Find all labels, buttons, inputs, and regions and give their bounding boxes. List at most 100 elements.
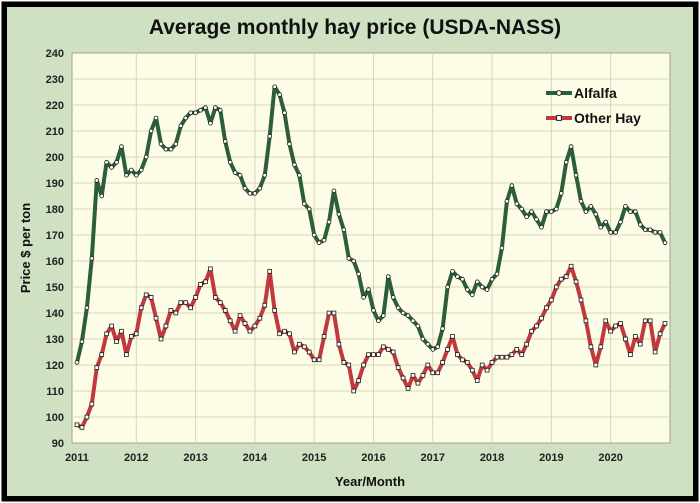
data-point-other-hay [346,362,352,368]
data-point-other-hay [203,279,208,285]
data-point-alfalfa [321,237,327,243]
data-point-alfalfa [213,105,218,110]
data-point-other-hay [351,388,357,394]
data-point-alfalfa [203,105,208,110]
data-point-alfalfa [455,274,460,279]
data-point-other-hay [494,354,500,360]
data-point-other-hay [129,334,134,339]
data-point-alfalfa [400,310,406,316]
data-point-other-hay [484,367,490,373]
data-point-alfalfa [346,256,352,261]
data-point-alfalfa [138,167,144,173]
data-point-other-hay [519,352,525,357]
data-point-other-hay [558,276,564,282]
data-point-alfalfa [628,209,633,214]
data-point-other-hay [647,318,653,324]
data-point-other-hay [119,328,124,334]
data-point-alfalfa [445,284,450,290]
data-point-other-hay [94,365,100,370]
data-point-alfalfa [297,172,302,178]
data-point-other-hay [637,341,643,347]
legend-label-other-hay: Other Hay [574,110,641,126]
data-point-other-hay [153,315,159,321]
data-point-alfalfa [519,206,525,212]
data-point-alfalfa [257,185,263,191]
data-point-other-hay [143,292,149,298]
data-point-alfalfa [168,146,174,152]
data-point-alfalfa [489,276,495,282]
data-point-alfalfa [479,284,485,290]
data-point-alfalfa [143,154,149,160]
data-point-other-hay [603,318,609,324]
data-point-other-hay [445,347,450,352]
data-point-other-hay [148,295,154,300]
legend-label-alfalfa: Alfalfa [574,85,617,101]
data-point-alfalfa [583,209,589,214]
data-point-other-hay [534,323,539,329]
data-point-alfalfa [262,172,268,178]
data-point-other-hay [321,334,327,339]
data-point-alfalfa [465,287,470,292]
data-point-other-hay [450,334,455,339]
data-point-other-hay [208,266,213,272]
data-point-alfalfa [563,159,569,165]
data-point-alfalfa [474,279,480,285]
data-point-other-hay [89,401,95,407]
legend-marker-other-hay [556,115,562,121]
data-point-other-hay [405,386,411,391]
data-point-other-hay [306,349,312,355]
data-point-other-hay [376,352,381,357]
data-point-other-hay [262,302,268,308]
data-point-alfalfa [450,269,455,274]
data-point-alfalfa [237,172,243,178]
data-point-other-hay [124,352,129,357]
data-point-other-hay [133,331,139,337]
data-point-alfalfa [509,183,515,188]
data-point-other-hay [440,360,445,365]
data-point-other-hay [549,297,554,303]
data-point-other-hay [272,308,277,313]
data-point-alfalfa [188,110,193,116]
data-point-alfalfa [282,110,287,116]
data-point-other-hay [287,331,292,337]
data-point-alfalfa [499,245,505,251]
data-point-other-hay [395,365,401,370]
data-point-other-hay [628,352,633,357]
data-point-alfalfa [484,287,490,292]
data-point-alfalfa [637,222,643,227]
data-point-alfalfa [287,141,292,147]
data-point-alfalfa [133,172,139,178]
data-point-other-hay [430,370,436,376]
y-tick-label: 130 [46,334,64,346]
data-point-other-hay [479,362,485,368]
data-point-other-hay [242,321,248,326]
data-point-alfalfa [79,339,85,344]
y-tick-label: 190 [46,178,64,190]
data-point-alfalfa [618,219,623,225]
data-point-other-hay [222,308,228,313]
data-point-alfalfa [613,230,618,235]
data-point-other-hay [623,336,628,342]
data-point-alfalfa [119,144,124,149]
data-point-alfalfa [267,133,273,139]
data-point-alfalfa [311,232,317,238]
data-point-other-hay [381,344,386,350]
data-point-other-hay [563,274,569,279]
data-point-alfalfa [198,107,203,113]
data-point-other-hay [420,373,426,378]
data-point-alfalfa [292,162,297,168]
data-point-alfalfa [242,185,248,191]
x-axis-label: Year/Month [335,474,405,489]
data-point-other-hay [618,321,623,326]
data-point-alfalfa [222,139,228,144]
data-point-alfalfa [524,214,529,220]
data-point-other-hay [109,323,114,329]
data-point-alfalfa [534,217,539,222]
data-point-other-hay [385,347,391,352]
data-point-other-hay [183,300,189,305]
data-point-other-hay [573,279,579,285]
data-point-alfalfa [460,276,465,282]
data-point-other-hay [114,339,119,344]
data-point-other-hay [356,378,361,383]
data-point-alfalfa [366,287,371,292]
